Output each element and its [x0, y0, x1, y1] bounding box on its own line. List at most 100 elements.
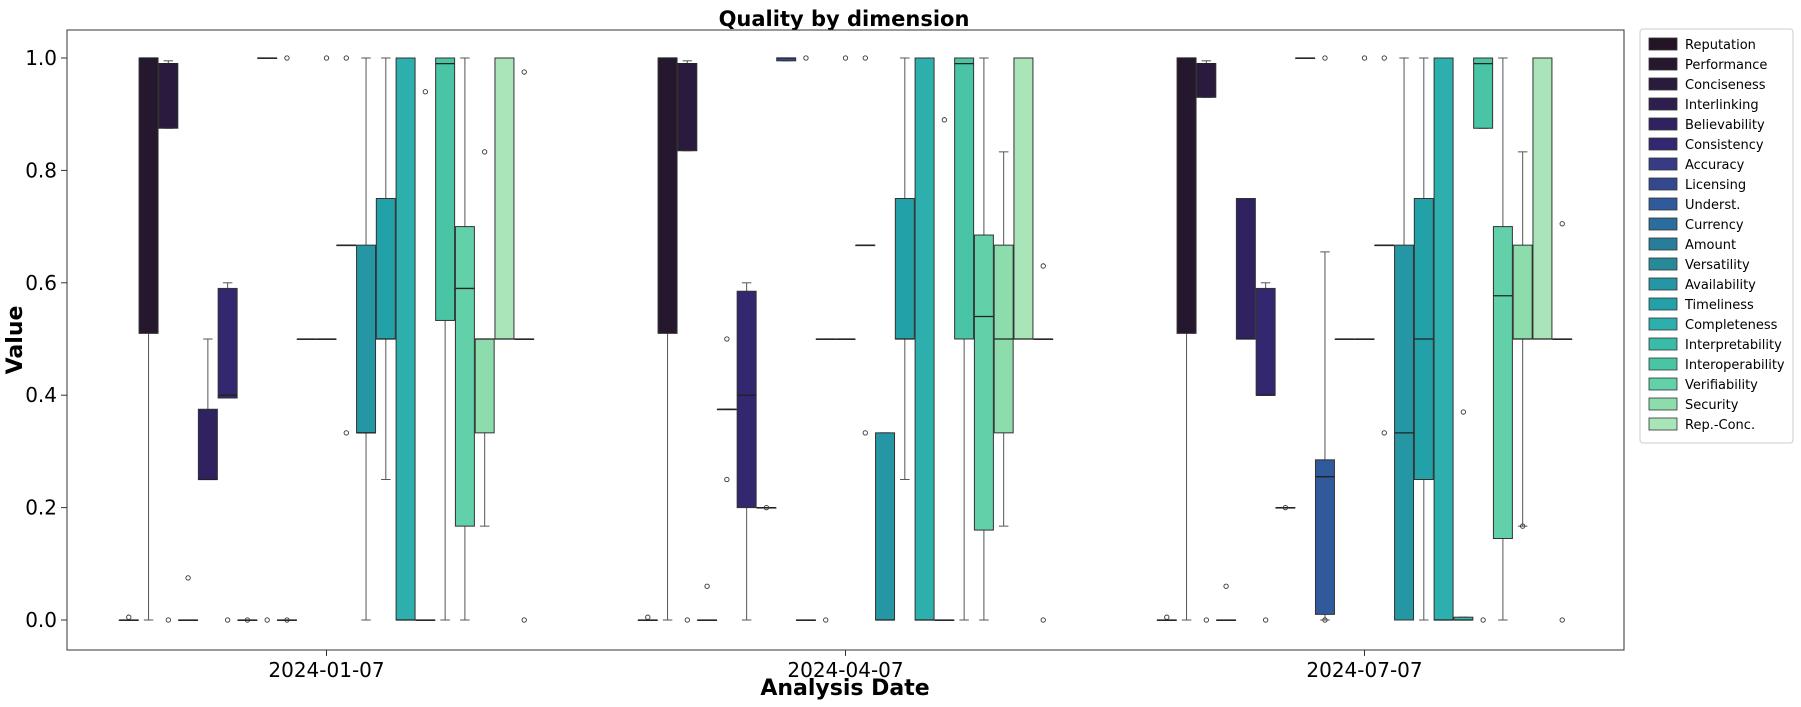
outlier-point: [224, 617, 231, 623]
legend-entry-label: Reputation: [1685, 38, 1756, 53]
box-consistency-1: [736, 282, 757, 621]
y-tick-label: 0.6: [25, 271, 57, 295]
box-licensing-1: [776, 57, 797, 62]
iqr-box: [454, 226, 475, 527]
y-axis-ticks: 0.0 0.2 0.4 0.6 0.8 1.0: [25, 46, 67, 632]
box-currency-2: [1334, 338, 1355, 340]
legend-swatch: [1648, 57, 1678, 71]
legend-swatch: [1648, 337, 1678, 351]
box-performance-1: [657, 57, 678, 621]
plot-area: [118, 55, 1573, 623]
box-accuracy-1: [756, 504, 777, 511]
legend: Reputation Performance Conciseness Interlin…: [1639, 28, 1794, 444]
box-timeliness-0: [375, 57, 396, 480]
box-accuracy-0: [237, 617, 258, 623]
iqr-box: [217, 287, 238, 399]
legend-entry-label: Interoperability: [1685, 358, 1785, 373]
iqr-box: [1314, 459, 1335, 615]
box-licensing-0: [257, 57, 278, 623]
legend-swatch: [1648, 277, 1678, 291]
iqr-box: [356, 244, 377, 434]
outlier-point: [1203, 617, 1209, 623]
y-axis-title: Value: [3, 306, 28, 375]
legend-entry-label: Availability: [1685, 278, 1756, 293]
outlier-point: [1262, 617, 1269, 623]
iqr-box: [1512, 244, 1533, 340]
outlier-point: [1040, 617, 1046, 623]
box-completeness-0: [395, 57, 416, 621]
legend-entry-label: Believability: [1685, 118, 1765, 133]
outlier-point: [482, 149, 488, 155]
legend-swatch: [1648, 417, 1678, 431]
box-conciseness-0: [158, 60, 179, 623]
legend-swatch: [1648, 377, 1678, 391]
iqr-box: [1255, 287, 1276, 396]
legend-swatch: [1648, 97, 1678, 111]
legend-swatch: [1648, 217, 1678, 231]
box-interlinking-0: [178, 575, 199, 621]
box-currency-0: [296, 338, 317, 340]
box-underst--0: [276, 55, 297, 623]
legend-swatch: [1648, 397, 1678, 411]
legend-swatch: [1648, 157, 1678, 171]
legend-swatch: [1648, 137, 1678, 151]
outlier-point: [724, 336, 730, 342]
outlier-point: [941, 117, 948, 123]
outlier-point: [763, 504, 770, 511]
box-performance-2: [1176, 57, 1197, 621]
box-amount-0: [316, 55, 337, 340]
iqr-box: [138, 57, 159, 334]
y-tick-label: 0.8: [25, 158, 57, 182]
legend-swatch: [1648, 77, 1678, 91]
outlier-point: [343, 430, 349, 436]
box-completeness-1: [914, 57, 935, 621]
box-security-2: [1512, 151, 1533, 529]
box-versatility-0: [336, 55, 357, 436]
box-consistency-2: [1255, 282, 1276, 623]
outlier-point: [244, 617, 251, 623]
box-conciseness-2: [1196, 60, 1217, 623]
iqr-box: [158, 63, 179, 129]
box-timeliness-2: [1413, 57, 1434, 621]
outlier-point: [185, 575, 191, 581]
box-consistency-0: [217, 282, 238, 623]
x-tick-label: 2024-04-07: [787, 658, 903, 682]
iqr-box: [914, 57, 935, 621]
outlier-point: [1381, 55, 1387, 61]
box-underst--1: [795, 55, 816, 621]
legend-swatch: [1648, 117, 1678, 131]
y-tick-label: 0.2: [25, 496, 57, 520]
box-interoperability-2: [1473, 57, 1494, 623]
iqr-box: [1473, 57, 1494, 129]
outlier-point: [165, 617, 171, 623]
outlier-point: [1322, 617, 1328, 623]
outlier-point: [645, 614, 651, 620]
box-interpretability-0: [415, 89, 436, 621]
legend-entry-label: Conciseness: [1685, 78, 1766, 93]
box-believability-2: [1235, 198, 1256, 340]
outlier-point: [803, 55, 809, 61]
outlier-point: [684, 617, 690, 623]
outlier-point: [842, 55, 849, 61]
iqr-box: [435, 57, 456, 321]
box-currency-1: [815, 338, 836, 623]
box-interlinking-1: [697, 583, 718, 621]
box-accuracy-2: [1275, 504, 1296, 511]
legend-entry-label: Verifiability: [1685, 378, 1758, 393]
legend-entry-label: Interlinking: [1685, 98, 1759, 113]
y-tick-label: 1.0: [25, 46, 57, 70]
box-reputation-0: [118, 614, 139, 621]
box-interlinking-2: [1216, 583, 1237, 621]
legend-swatch: [1648, 237, 1678, 251]
outlier-point: [126, 614, 132, 620]
box-conciseness-1: [677, 60, 698, 623]
outlier-point: [284, 617, 290, 623]
outlier-point: [1040, 263, 1046, 269]
outlier-point: [1480, 617, 1486, 623]
box-availability-1: [875, 432, 896, 621]
outlier-point: [521, 69, 527, 75]
x-axis-title: Analysis Date: [760, 676, 929, 701]
iqr-box: [1492, 226, 1513, 540]
